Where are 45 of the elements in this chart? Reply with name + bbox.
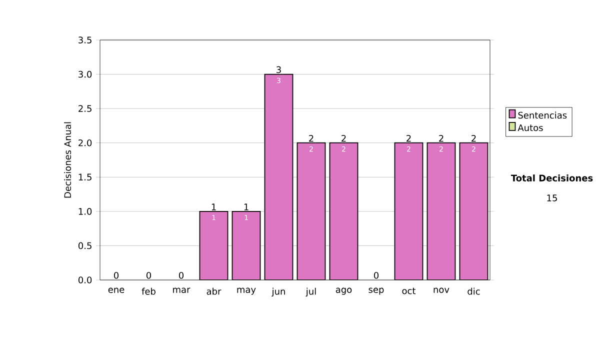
legend-label: Sentencias [518, 112, 567, 119]
x-tick-label: ene [108, 288, 124, 293]
total-label: 1 [212, 204, 216, 210]
x-tick-label: jul [306, 288, 316, 296]
x-tick-label: jun [272, 288, 285, 296]
total-label: 1 [244, 204, 248, 210]
total-label: 0 [146, 272, 152, 279]
y-tick-label: 0.5 [78, 242, 92, 250]
y-axis-title: Decisiones Anual [64, 122, 72, 198]
y-tick-label: 2.5 [78, 105, 92, 112]
x-tick-label: oct [402, 288, 416, 294]
x-tick-label: feb [142, 288, 156, 295]
x-tick-label: nov [434, 288, 450, 293]
y-tick-label: 3.0 [78, 70, 92, 78]
bar [200, 211, 228, 280]
bar [426, 142, 456, 280]
bar [394, 142, 424, 280]
bar [264, 74, 293, 280]
text: 15 [547, 194, 557, 202]
y-tick-label: 2.0 [78, 139, 92, 146]
total-label: 2 [472, 134, 476, 142]
x-tick-label: ago [336, 288, 352, 295]
total-label: 0 [374, 272, 379, 279]
x-tick-label: may [237, 288, 256, 295]
total-label: 3 [276, 66, 281, 74]
bar [297, 142, 326, 280]
total-label: 2 [406, 134, 411, 142]
legend-label: Autos [518, 124, 543, 132]
y-tick-label: 0.0 [78, 276, 92, 284]
total-label: 2 [342, 134, 346, 142]
x-tick-label: sep [368, 288, 384, 295]
y-tick-label: 1.5 [78, 174, 92, 180]
bar [330, 142, 358, 280]
y-tick-label: 1.0 [78, 208, 92, 215]
text: Total Decisiones [510, 174, 593, 182]
y-tick-label: 3.5 [78, 36, 92, 44]
bar [232, 211, 260, 280]
x-tick-label: dic [468, 288, 480, 295]
x-tick-label: mar [173, 288, 190, 293]
total-label: 0 [178, 272, 184, 279]
x-tick-label: abr [206, 288, 222, 295]
total-label: 0 [114, 272, 119, 279]
total-label: 2 [309, 134, 314, 142]
bar [459, 142, 488, 280]
total-label: 2 [439, 134, 444, 142]
